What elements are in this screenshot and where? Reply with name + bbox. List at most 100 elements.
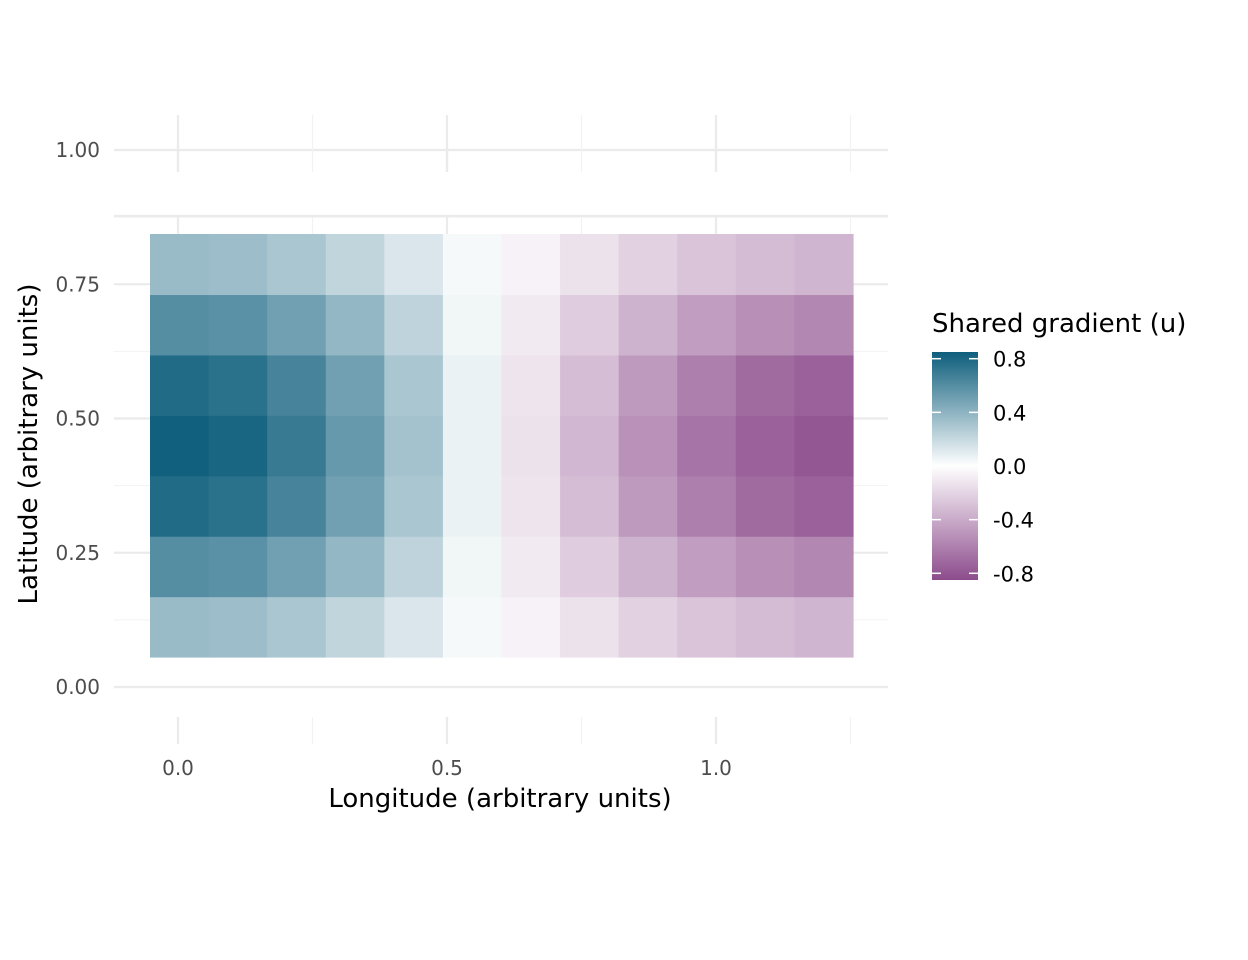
heatmap-tile (267, 294, 327, 356)
heatmap-tile (501, 234, 561, 296)
heatmap-tile (735, 475, 796, 537)
heatmap-tile (384, 415, 444, 477)
heatmap-tile (325, 536, 385, 598)
heatmap-tile (208, 354, 268, 416)
heatmap-tile (442, 354, 503, 416)
heatmap-tile (735, 354, 796, 416)
heatmap-tile (325, 234, 385, 296)
heatmap-tile (677, 354, 737, 416)
legend-title: Shared gradient (u) (932, 309, 1186, 339)
heatmap-tile (442, 475, 503, 537)
heatmap-tile (560, 475, 620, 537)
heatmap-tile (150, 415, 210, 477)
heatmap-tile (677, 596, 737, 658)
y-tick-label: 0.00 (55, 675, 100, 699)
heatmap-tile (560, 294, 620, 356)
heatmap-tile (560, 536, 620, 598)
heatmap-tile (208, 536, 268, 598)
legend-break-label: 0.4 (993, 401, 1026, 425)
heatmap-tile (384, 354, 444, 416)
heatmap-tile (618, 415, 678, 477)
heatmap-tile (150, 294, 210, 356)
heatmap-tile (267, 354, 327, 416)
heatmap-tile (618, 596, 678, 658)
heatmap-tile (384, 536, 444, 598)
y-axis-title: Latitude (arbitrary units) (14, 284, 44, 605)
heatmap-tile (794, 234, 854, 296)
heatmap-tile (150, 354, 210, 416)
heatmap-tile (442, 294, 503, 356)
heatmap-tile (735, 536, 796, 598)
heatmap-tile (208, 234, 268, 296)
heatmap-tile (618, 475, 678, 537)
heatmap-tile (442, 234, 503, 296)
heatmap-tile (384, 596, 444, 658)
heatmap-tile (677, 294, 737, 356)
heatmap-tile (794, 354, 854, 416)
tick-labels: 0.0 0.5 1.0 0.00 0.25 0.50 0.75 1.00 (55, 138, 731, 780)
heatmap-tile (618, 234, 678, 296)
heatmap-tiles (150, 234, 854, 658)
heatmap-tile (325, 354, 385, 416)
y-tick-label: 0.50 (55, 407, 100, 431)
x-tick-label: 1.0 (700, 756, 732, 780)
heatmap-tile (267, 415, 327, 477)
heatmap-tile (618, 294, 678, 356)
heatmap-tile (384, 475, 444, 537)
heatmap-tile (501, 354, 561, 416)
heatmap-tile (501, 475, 561, 537)
heatmap-tile (735, 415, 796, 477)
heatmap-tile (150, 536, 210, 598)
heatmap-tile (325, 415, 385, 477)
heatmap-tile (794, 415, 854, 477)
heatmap-tile (560, 415, 620, 477)
heatmap-tile (267, 234, 327, 296)
heatmap-tile (735, 294, 796, 356)
heatmap-tile (442, 536, 503, 598)
legend: Shared gradient (u) 0.8 0.4 0.0 -0.4 -0.8 (932, 309, 1186, 586)
heatmap-tile (794, 475, 854, 537)
heatmap-tile (384, 234, 444, 296)
heatmap-tile (677, 475, 737, 537)
panel-gap-top (115, 172, 887, 216)
heatmap-tile (794, 536, 854, 598)
heatmap-tile (501, 294, 561, 356)
x-axis-title: Longitude (arbitrary units) (328, 784, 671, 814)
legend-break-label: -0.4 (993, 509, 1034, 533)
heatmap-tile (560, 354, 620, 416)
heatmap-tile (442, 596, 503, 658)
heatmap-tile (150, 475, 210, 537)
heatmap-tile (560, 234, 620, 296)
heatmap-tile (325, 596, 385, 658)
heatmap-tile (501, 415, 561, 477)
heatmap-tile (442, 415, 503, 477)
y-tick-label: 0.25 (55, 541, 100, 565)
heatmap-tile (735, 234, 796, 296)
heatmap-tile (267, 536, 327, 598)
heatmap-tile (267, 475, 327, 537)
legend-break-label: -0.8 (993, 562, 1034, 586)
heatmap-tile (267, 596, 327, 658)
heatmap-tile (794, 596, 854, 658)
heatmap-tile (150, 596, 210, 658)
heatmap-tile (677, 415, 737, 477)
heatmap-tile (677, 234, 737, 296)
heatmap-tile (794, 294, 854, 356)
heatmap-tile (150, 234, 210, 296)
heatmap-tile (384, 294, 444, 356)
y-tick-label: 1.00 (55, 138, 100, 162)
heatmap-tile (501, 596, 561, 658)
heatmap-tile (325, 294, 385, 356)
heatmap-tile (325, 475, 385, 537)
x-tick-label: 0.5 (431, 756, 463, 780)
heatmap-tile (618, 536, 678, 598)
heatmap-tile (208, 294, 268, 356)
heatmap-tile (208, 596, 268, 658)
y-tick-label: 0.75 (55, 272, 100, 296)
heatmap-tile (735, 596, 796, 658)
heatmap-tile (501, 536, 561, 598)
heatmap-tile (560, 596, 620, 658)
heatmap-tile (677, 536, 737, 598)
legend-break-label: 0.8 (993, 348, 1026, 372)
